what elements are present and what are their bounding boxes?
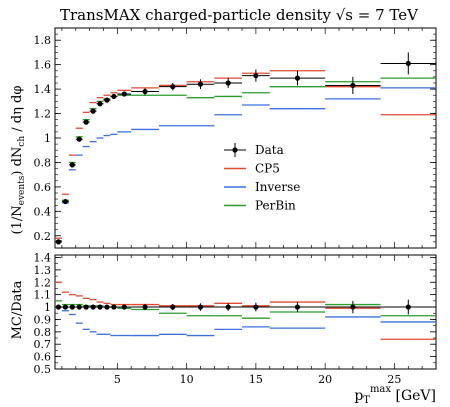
series-data [55,299,436,315]
y-tick-label: 0.7 [34,338,52,351]
data-point [90,108,96,114]
data-point [350,82,356,89]
data-point [121,304,127,310]
y-tick-label: 0.8 [34,156,52,169]
series-inverse [55,87,436,243]
legend-label: PerBin [255,199,296,213]
legend-label: Data [255,143,284,157]
data-point [405,60,411,67]
chart-title: TransMAX charged-particle density √s = 7… [60,6,419,24]
legend-item-perbin: PerBin [224,199,296,213]
series-cp5 [55,281,436,340]
y-tick-label: 0.6 [34,351,52,364]
y-tick-label: 0.5 [34,363,52,376]
legend-item-data: Data [224,143,284,157]
data-point [253,304,259,310]
data-point [97,101,103,107]
data-point [83,119,89,125]
y-tick-label: 1.2 [34,276,52,289]
y-tick-label: 0.8 [34,326,52,339]
data-point [62,304,68,310]
data-point [55,239,62,245]
main-frame [54,27,437,249]
x-tick-label: 10 [180,373,194,386]
y-tick-label: 1.4 [34,83,52,96]
ratio-panel: 0.50.60.70.80.911.11.21.31.4 5 10 15 20 25 [34,251,437,386]
data-point [294,75,301,81]
data-point [76,304,82,310]
y-tick-label: 0.6 [34,181,52,194]
data-point [350,304,356,310]
main-y-axis-label: (1/Nevents) dNch / dη dφ [10,86,27,235]
data-point [69,304,75,310]
data-point [225,304,231,310]
data-point [62,198,68,205]
data-point [225,80,231,86]
x-tick-label: 20 [318,373,332,386]
y-tick-label: 0.2 [34,230,52,243]
main-panel: 0.2 0.4 0.6 0.8 1 1.2 1.4 1.6 1.8 [34,27,437,249]
x-tick-label: 15 [249,373,263,386]
data-point [294,304,301,310]
y-tick-label: 1.3 [34,264,52,277]
series-data [55,52,436,245]
y-tick-label: 0.4 [34,205,52,218]
data-point [142,88,148,95]
y-tick-label: 1 [44,301,51,314]
legend-label: Inverse [255,180,300,194]
legend-swatch [232,147,238,153]
data-point [405,304,411,310]
data-point [121,91,127,97]
data-point [97,304,103,310]
y-tick-label: 1.6 [34,59,52,72]
ratio-frame [54,254,437,370]
y-tick-label: 1 [44,132,51,145]
x-axis-label: pTmax [GeV] [354,384,436,406]
data-point [197,304,204,310]
data-point [253,73,259,79]
series-perbin [55,77,436,242]
y-tick-label: 1.2 [34,108,52,121]
legend-item-inverse: Inverse [224,180,300,194]
data-point [104,304,110,310]
data-point [170,304,176,310]
data-point [69,162,75,168]
data-point [142,304,148,310]
data-point [111,93,117,100]
ratio-y-axis-label: MC/Data [10,280,25,339]
series-inverse [55,306,436,337]
legend-item-cp5: CP5 [224,162,280,176]
legend-label: CP5 [255,162,280,176]
data-point [55,304,62,310]
y-tick-label: 1.8 [34,34,52,47]
x-tick-label: 25 [387,373,401,386]
data-point [90,304,96,310]
data-point [170,84,176,90]
data-point [197,81,204,87]
series-perbin [55,300,436,319]
data-point [83,304,89,310]
data-point [76,136,82,142]
y-tick-label: 1.1 [34,289,52,302]
y-tick-label: 1.4 [34,251,52,264]
data-point [104,97,110,103]
legend: Data CP5 Inverse PerBin [224,143,300,213]
y-tick-label: 0.9 [34,313,52,326]
data-point [111,304,117,310]
x-tick-label: 5 [114,373,121,386]
